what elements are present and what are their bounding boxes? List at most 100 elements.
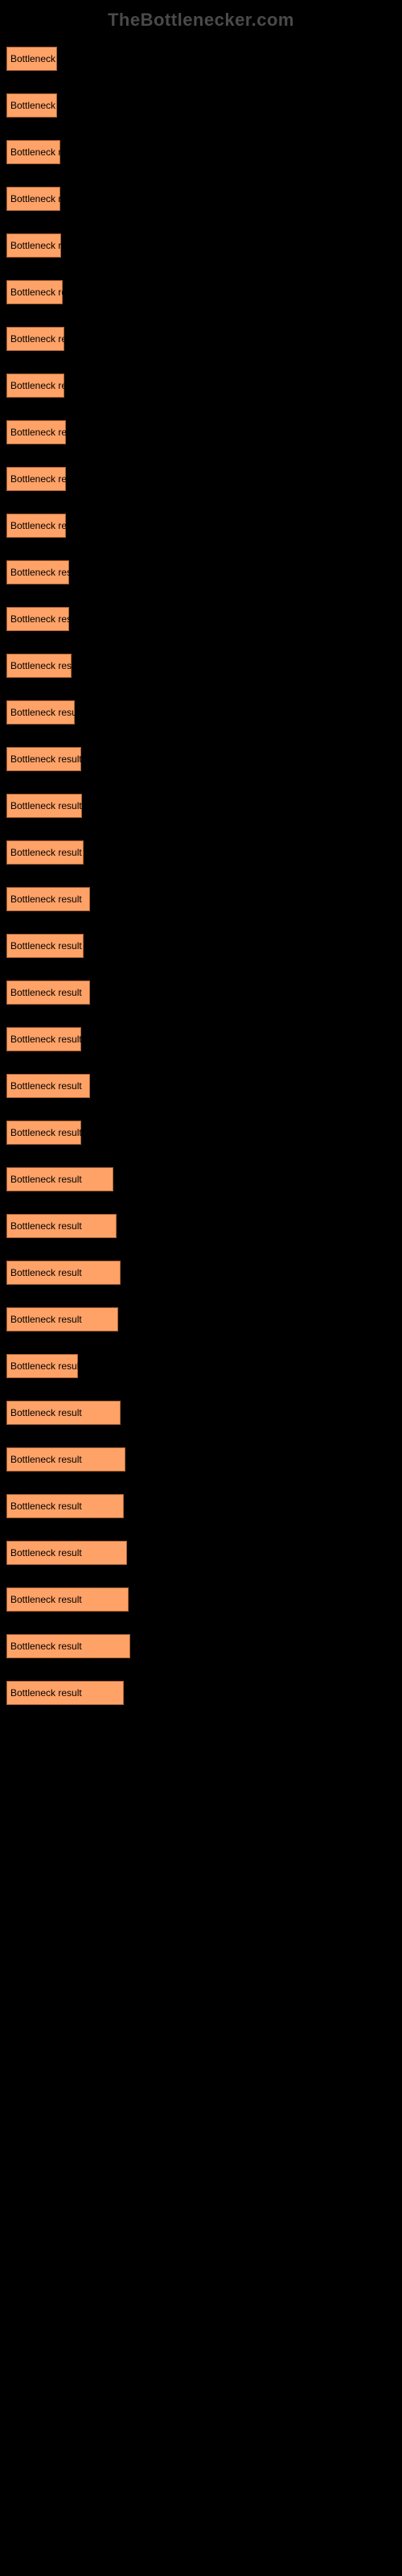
bottleneck-bar-chart: Bottleneck resultBottleneck resultBottle… — [0, 47, 402, 1760]
bar-axis-label: Bottleneck result — [10, 1127, 82, 1138]
bar-axis-label: Bottleneck result — [10, 1594, 82, 1605]
bar-axis-label: Bottleneck result — [10, 1174, 82, 1185]
chart-bar: Bottleneck result — [6, 420, 66, 444]
chart-row: Bottleneck result — [6, 374, 396, 398]
chart-row: Bottleneck result — [6, 840, 396, 865]
bar-axis-label: Bottleneck result — [10, 940, 82, 952]
bar-axis-label: Bottleneck result — [10, 333, 82, 345]
chart-bar: Bottleneck result — [6, 1401, 121, 1425]
chart-bar: Bottleneck result — [6, 1074, 90, 1098]
bar-axis-label: Bottleneck result — [10, 287, 82, 298]
chart-bar: Bottleneck result — [6, 187, 60, 211]
bar-axis-label: Bottleneck result — [10, 1220, 82, 1232]
chart-bar: Bottleneck result — [6, 560, 69, 584]
chart-row: Bottleneck result — [6, 1307, 396, 1331]
chart-row: Bottleneck result — [6, 327, 396, 351]
bar-axis-label: Bottleneck result — [10, 753, 82, 765]
bar-axis-label: Bottleneck result — [10, 847, 82, 858]
chart-bar: Bottleneck result — [6, 514, 66, 538]
site-title: TheBottlenecker.com — [108, 10, 294, 30]
chart-bar: Bottleneck result — [6, 934, 84, 958]
chart-bar: Bottleneck result — [6, 280, 63, 304]
chart-bar: Bottleneck result — [6, 1494, 124, 1518]
chart-row: Bottleneck result — [6, 514, 396, 538]
chart-row: Bottleneck result — [6, 1027, 396, 1051]
bar-axis-label: Bottleneck result — [10, 800, 82, 811]
chart-row: Bottleneck result — [6, 1354, 396, 1378]
bar-axis-label: Bottleneck result — [10, 1080, 82, 1092]
chart-row: Bottleneck result — [6, 654, 396, 678]
chart-row: Bottleneck result — [6, 1167, 396, 1191]
bar-axis-label: Bottleneck result — [10, 427, 82, 438]
bar-axis-label: Bottleneck result — [10, 53, 82, 64]
chart-bar: Bottleneck result — [6, 1261, 121, 1285]
bar-axis-label: Bottleneck result — [10, 1641, 82, 1652]
chart-row: Bottleneck result — [6, 280, 396, 304]
chart-row: Bottleneck result — [6, 93, 396, 118]
bar-axis-label: Bottleneck result — [10, 707, 82, 718]
chart-bar: Bottleneck result — [6, 467, 66, 491]
chart-row: Bottleneck result — [6, 560, 396, 584]
chart-row: Bottleneck result — [6, 1121, 396, 1145]
chart-bar: Bottleneck result — [6, 747, 81, 771]
bar-axis-label: Bottleneck result — [10, 100, 82, 111]
chart-row: 50Bottleneck result — [6, 1401, 396, 1425]
chart-bar: Bottleneck result — [6, 1354, 78, 1378]
bar-axis-label: Bottleneck result — [10, 520, 82, 531]
bar-axis-label: Bottleneck result — [10, 1501, 82, 1512]
chart-row: Bottleneck result — [6, 467, 396, 491]
bar-axis-label: Bottleneck result — [10, 1314, 82, 1325]
chart-row: Bottleneck result — [6, 887, 396, 911]
page-header: TheBottlenecker.com — [0, 0, 402, 47]
chart-bar: Bottleneck result — [6, 1681, 124, 1705]
chart-bar: Bottleneck result — [6, 1587, 129, 1612]
chart-bar: Bottleneck result — [6, 374, 64, 398]
chart-row: 51.Bottleneck result — [6, 1681, 396, 1705]
chart-bar: Bottleneck result — [6, 1121, 81, 1145]
chart-row: 53.5Bottleneck result — [6, 1634, 396, 1658]
bar-axis-label: Bottleneck result — [10, 1034, 82, 1045]
bar-axis-label: Bottleneck result — [10, 1407, 82, 1418]
bar-axis-label: Bottleneck result — [10, 240, 82, 251]
chart-bar: Bottleneck result — [6, 1167, 113, 1191]
chart-bar: Bottleneck result — [6, 887, 90, 911]
chart-bar: Bottleneck result — [6, 1027, 81, 1051]
chart-bar: Bottleneck result — [6, 1307, 118, 1331]
chart-bar: Bottleneck result — [6, 700, 75, 724]
chart-bar: Bottleneck result — [6, 140, 60, 164]
bar-axis-label: Bottleneck result — [10, 567, 82, 578]
bar-axis-label: Bottleneck result — [10, 1360, 82, 1372]
chart-row: Bottleneck result — [6, 794, 396, 818]
chart-row: Bottleneck result — [6, 980, 396, 1005]
bar-axis-label: Bottleneck result — [10, 1687, 82, 1699]
chart-bar: Bottleneck result — [6, 794, 82, 818]
bar-axis-label: Bottleneck result — [10, 147, 82, 158]
chart-row: 52.3Bottleneck result — [6, 1447, 396, 1472]
chart-row: 51.Bottleneck result — [6, 1494, 396, 1518]
chart-bar: Bottleneck result — [6, 840, 84, 865]
chart-row: Bottleneck result — [6, 1214, 396, 1238]
chart-bar: Bottleneck result — [6, 327, 64, 351]
bar-axis-label: Bottleneck result — [10, 380, 82, 391]
bar-axis-label: Bottleneck result — [10, 1547, 82, 1558]
chart-bar: Bottleneck result — [6, 1214, 117, 1238]
chart-bar: Bottleneck result — [6, 1634, 130, 1658]
chart-row: Bottleneck result — [6, 747, 396, 771]
chart-row: Bottleneck result — [6, 420, 396, 444]
chart-row: Bottleneck result — [6, 934, 396, 958]
bar-axis-label: Bottleneck result — [10, 613, 82, 625]
chart-bar: Bottleneck result — [6, 1447, 125, 1472]
bar-axis-label: Bottleneck result — [10, 1454, 82, 1465]
bar-axis-label: Bottleneck result — [10, 987, 82, 998]
chart-row: Bottleneck result — [6, 233, 396, 258]
chart-row: Bottleneck result — [6, 607, 396, 631]
chart-row: 52.9Bottleneck result — [6, 1587, 396, 1612]
chart-bar: Bottleneck result — [6, 93, 57, 118]
chart-row: 52.5Bottleneck result — [6, 1541, 396, 1565]
bar-axis-label: Bottleneck result — [10, 1267, 82, 1278]
bar-axis-label: Bottleneck result — [10, 894, 82, 905]
chart-bar: Bottleneck result — [6, 233, 61, 258]
chart-row: Bottleneck result — [6, 700, 396, 724]
chart-row: Bottleneck result — [6, 140, 396, 164]
bar-axis-label: Bottleneck result — [10, 193, 82, 204]
